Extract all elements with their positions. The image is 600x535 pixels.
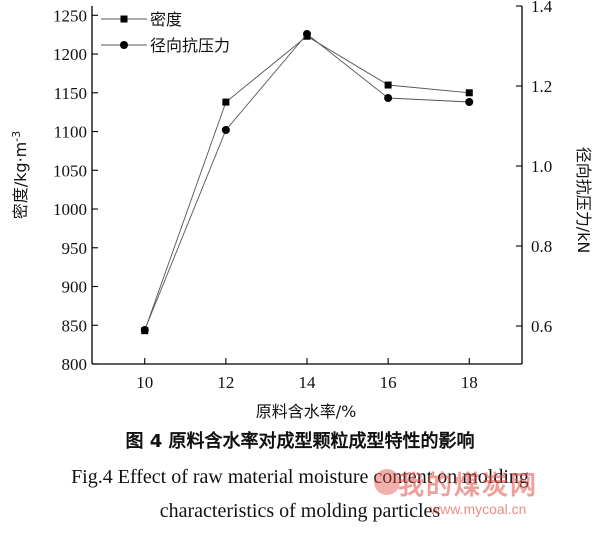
- legend-radial-force-marker: [120, 41, 128, 49]
- series-layer: [140, 30, 474, 335]
- density-point: [222, 98, 230, 106]
- x-tick-label: 12: [217, 373, 234, 392]
- right-y-axis: 0.6 0.8 1.0 1.2 1.4: [516, 0, 553, 336]
- radial-force-point: [303, 30, 311, 38]
- x-axis: 10 12 14 16 18: [136, 358, 478, 392]
- radial-force-series-line: [144, 33, 470, 331]
- density-point: [465, 89, 473, 97]
- radial-force-point: [221, 126, 230, 134]
- left-tick-label: 850: [62, 316, 88, 335]
- left-axis-title: 密度/kg·m-3: [10, 131, 30, 219]
- left-tick-label: 1250: [53, 6, 87, 25]
- axes-frame: [91, 6, 523, 365]
- right-tick-label: 1.0: [531, 157, 552, 176]
- figure-caption-english-line2: characteristics of molding particles: [159, 500, 441, 522]
- left-tick-label: 1050: [53, 161, 87, 180]
- left-tick-label: 800: [62, 355, 88, 374]
- x-tick-label: 18: [461, 373, 478, 392]
- left-tick-label: 1100: [54, 123, 87, 142]
- radial-force-point: [140, 326, 149, 334]
- radial-force-point: [465, 98, 474, 106]
- x-axis-title: 原料含水率/%: [256, 402, 357, 421]
- radial-force-point: [384, 94, 393, 102]
- left-axis-title-superscript: -3: [10, 131, 23, 142]
- left-tick-label: 950: [62, 239, 88, 258]
- legend-density-label: 密度: [150, 10, 182, 29]
- x-tick-label: 10: [136, 373, 153, 392]
- density-point: [384, 81, 392, 89]
- left-axis-title-text: 密度/kg·m: [11, 142, 30, 220]
- right-tick-label: 0.6: [531, 317, 552, 336]
- left-tick-label: 1150: [54, 84, 87, 103]
- left-y-axis: 800 850 900 950 1000 1050 1100 1150 1200 1250: [53, 6, 98, 374]
- figure-caption-chinese: 图 4 原料含水率对成型颗粒成型特性的影响: [125, 431, 475, 452]
- left-tick-label: 900: [62, 278, 88, 297]
- left-tick-label: 1000: [53, 200, 87, 219]
- right-tick-label: 0.8: [531, 237, 552, 256]
- right-tick-label: 1.2: [531, 77, 552, 96]
- chart-canvas: 800 850 900 950 1000 1050 1100 1150 1200 1250 0.6…: [10, 0, 593, 421]
- x-tick-label: 16: [380, 373, 397, 392]
- x-tick-label: 14: [299, 373, 317, 392]
- density-series-line: [144, 35, 470, 331]
- legend-radial-force-label: 径向抗压力: [150, 36, 230, 55]
- right-axis-title: 径向抗压力/kN: [574, 147, 593, 254]
- left-tick-label: 1200: [53, 45, 87, 64]
- right-tick-label: 1.4: [531, 0, 553, 16]
- figure-caption-english-line1: Fig.4 Effect of raw material moisture co…: [71, 466, 529, 488]
- legend-density-marker: [120, 15, 128, 23]
